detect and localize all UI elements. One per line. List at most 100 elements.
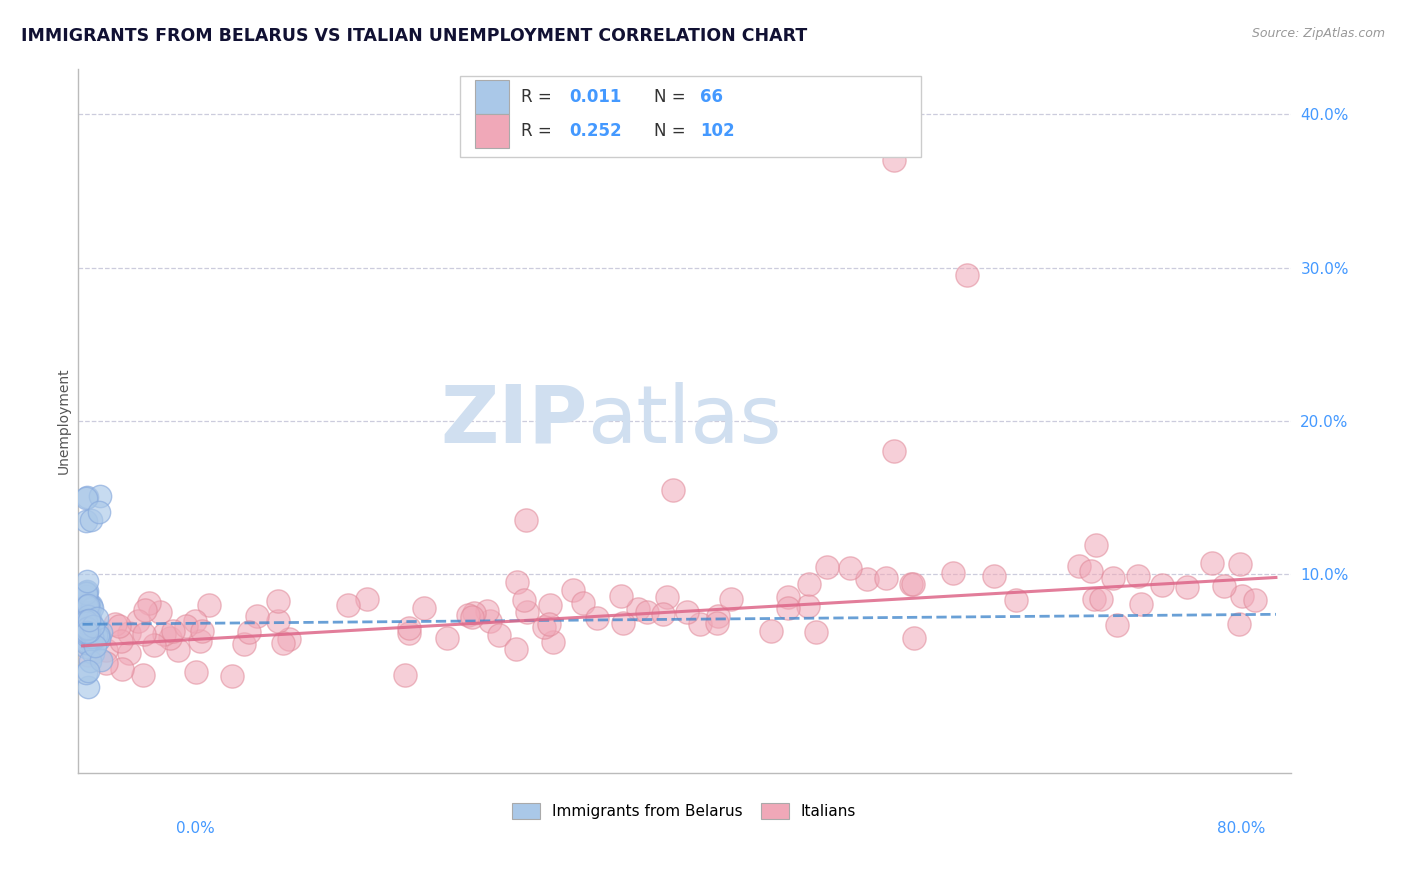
Point (221, 668, 243, 682)
Point (900, 577, 922, 591)
Point (118, 626, 141, 640)
Point (75, 665, 97, 680)
Point (457, 608, 479, 623)
Point (75, 636, 97, 650)
Point (75, 615, 97, 629)
Point (90, 653, 112, 667)
Point (76, 665, 98, 679)
Point (96, 642, 118, 657)
Point (815, 560, 838, 574)
Point (75, 618, 97, 632)
Point (191, 624, 214, 638)
Point (1083, 591, 1105, 606)
Point (1227, 617, 1250, 632)
Point (75, 597, 97, 611)
Point (76, 622, 98, 636)
Point (804, 624, 827, 639)
Point (84, 639, 107, 653)
Point (627, 601, 650, 615)
Point (96, 657, 118, 671)
Point (1005, 592, 1028, 607)
Point (505, 642, 527, 657)
Point (538, 598, 561, 612)
Point (76, 490, 98, 504)
Point (159, 632, 181, 646)
Point (586, 611, 609, 625)
Point (612, 616, 634, 631)
Point (689, 616, 711, 631)
Text: IMMIGRANTS FROM BELARUS VS ITALIAN UNEMPLOYMENT CORRELATION CHART: IMMIGRANTS FROM BELARUS VS ITALIAN UNEMP… (21, 27, 807, 45)
Point (267, 614, 290, 628)
Text: ZIP: ZIP (440, 382, 588, 459)
Point (75, 599, 97, 613)
Point (75, 632, 97, 646)
Point (75, 613, 97, 627)
Point (246, 609, 269, 624)
Point (797, 577, 820, 591)
Text: R =: R = (520, 88, 557, 106)
Point (82, 601, 104, 615)
Point (76, 629, 98, 643)
Text: 80.0%: 80.0% (1218, 821, 1265, 836)
Point (1230, 589, 1253, 603)
Point (903, 577, 925, 591)
Point (1150, 578, 1173, 592)
Text: R =: R = (520, 122, 557, 140)
Point (1080, 564, 1102, 578)
Point (475, 603, 498, 617)
Point (80, 513, 103, 527)
Point (398, 625, 420, 640)
Point (76, 584, 98, 599)
Point (655, 590, 678, 604)
Point (138, 596, 160, 610)
Point (108, 619, 131, 633)
Point (87, 506, 110, 520)
Point (84, 628, 107, 642)
Point (488, 628, 510, 642)
Point (76, 648, 98, 662)
Point (162, 624, 184, 639)
Point (86, 611, 108, 625)
Point (77, 627, 100, 641)
Point (188, 634, 211, 648)
Legend: Immigrants from Belarus, Italians: Immigrants from Belarus, Italians (506, 797, 862, 825)
Text: N =: N = (654, 122, 690, 140)
Point (76, 622, 98, 636)
Point (82, 646, 104, 660)
Point (117, 646, 139, 660)
Point (79, 632, 101, 647)
Point (1244, 592, 1267, 607)
Point (77, 608, 100, 623)
Point (75, 616, 97, 631)
Text: 66: 66 (700, 88, 723, 106)
Point (77, 598, 100, 612)
Point (839, 560, 862, 574)
Point (1107, 618, 1129, 632)
Point (883, 153, 905, 168)
Point (77, 620, 100, 634)
Point (142, 638, 165, 652)
Point (1126, 568, 1149, 582)
Point (197, 599, 219, 613)
Point (77, 597, 100, 611)
Point (1090, 591, 1112, 606)
Point (76, 621, 98, 635)
Point (166, 643, 188, 657)
Point (76, 614, 98, 628)
Point (75, 612, 97, 626)
FancyBboxPatch shape (460, 76, 921, 157)
Point (541, 635, 564, 649)
Point (90, 624, 112, 639)
Point (506, 575, 529, 590)
Point (1229, 557, 1251, 571)
Point (110, 633, 132, 648)
Point (479, 615, 502, 629)
Text: atlas: atlas (588, 382, 782, 459)
Point (77, 612, 100, 626)
Point (776, 590, 799, 604)
Point (515, 513, 537, 527)
Point (336, 598, 359, 612)
Point (1085, 538, 1108, 552)
Point (79, 607, 101, 621)
Point (134, 603, 156, 617)
